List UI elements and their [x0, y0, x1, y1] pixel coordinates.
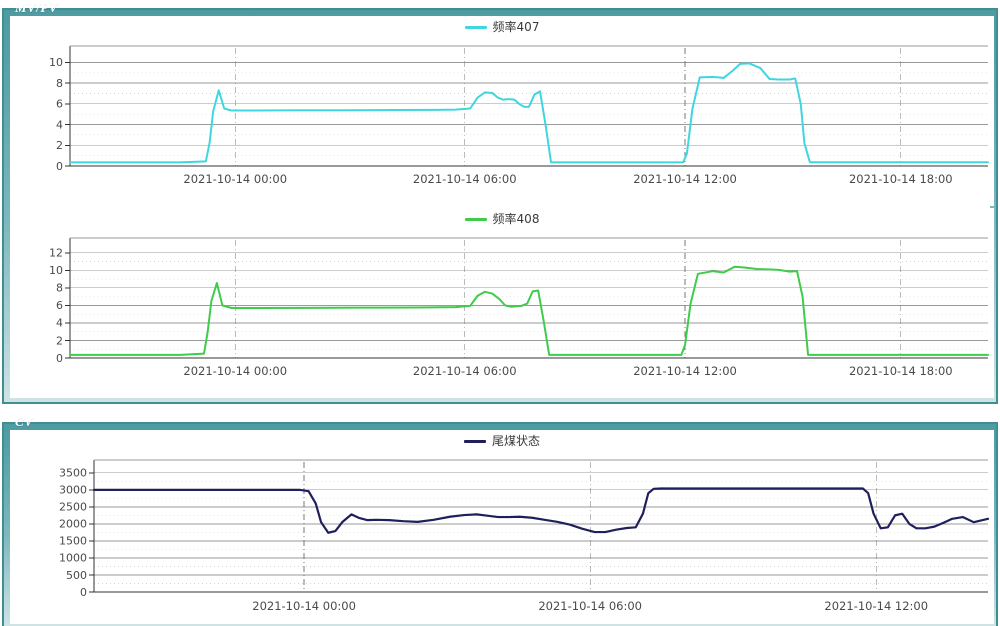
x-axis-tick-label: 2021-10-14 06:00: [413, 364, 517, 378]
plot-area-tailcoal: 0 500 1000 1500 2000 2500 3000 3500 2021-10-14 0…: [10, 430, 994, 624]
plot-area-407: 0 2 4 6 8 10 2021-10-14 00:00 2021-10-14 06:00 2…: [10, 16, 994, 206]
x-axis-tick-label: 2021-10-14 12:00: [633, 364, 737, 378]
x-axis-tick-label: 2021-10-14 00:00: [183, 364, 287, 378]
y-axis-tick-label: 6: [56, 299, 63, 312]
y-axis-tick-label: 12: [49, 247, 63, 260]
x-axis-tick-label: 2021-10-14 06:00: [538, 599, 642, 613]
panel-cv-content: 尾煤状态 0 500 1000 1500 2000 2500 3000 3500 2021-10…: [10, 430, 994, 624]
plot-svg-408: 0 2 4 6 8 10 12 2021-10-14 00:00 2021-10-14 06:0…: [49, 237, 989, 378]
y-axis-tick-label: 4: [56, 317, 63, 330]
y-axis-tick-label: 2: [56, 334, 63, 347]
y-axis-tick-label: 1500: [59, 535, 87, 548]
x-axis-tick-label: 2021-10-14 12:00: [824, 599, 928, 613]
y-axis-tick-label: 0: [56, 352, 63, 365]
y-axis-tick-label: 2000: [59, 518, 87, 531]
x-axis-tick-label: 2021-10-14 06:00: [413, 172, 517, 186]
y-axis-tick-label: 3000: [59, 484, 87, 497]
chart-frequency-408[interactable]: 频率408 0 2 4 6 8 10 12 2021-10-14 00:00 2021-10-1…: [10, 208, 994, 398]
x-axis-tick-label: 2021-10-14 00:00: [183, 172, 287, 186]
panel-cv: CV 尾煤状态 0 500 1000 1500 2000 2500 3000 3500 2021…: [2, 415, 998, 626]
x-axis-tick-label: 2021-10-14 12:00: [633, 172, 737, 186]
chart-tailcoal-status[interactable]: 尾煤状态 0 500 1000 1500 2000 2500 3000 3500 2021-10…: [10, 430, 994, 624]
series-line: [92, 487, 990, 534]
y-axis-tick-label: 10: [49, 56, 63, 69]
y-axis-tick-label: 10: [49, 264, 63, 277]
x-axis-tick-label: 2021-10-14 18:00: [849, 172, 953, 186]
panel-cv-label: CV: [15, 414, 34, 429]
plot-area-408: 0 2 4 6 8 10 12 2021-10-14 00:00 2021-10-14 06:0…: [10, 208, 994, 398]
plot-svg-tailcoal: 0 500 1000 1500 2000 2500 3000 3500 2021-10-14 0…: [59, 459, 990, 613]
y-axis-tick-label: 4: [56, 118, 63, 131]
y-axis-tick-label: 3500: [59, 467, 87, 480]
panel-mv-pv-content: 频率407 0 2 4 6 8 10 2021-10-14 00:00 2021-10-14 …: [10, 16, 994, 398]
panel-mv-pv: MV/PV 频率407 0 2 4 6 8 10 2021-10-14 00:00 2021-…: [2, 1, 998, 404]
y-axis-tick-label: 8: [56, 77, 63, 90]
y-axis-tick-label: 8: [56, 282, 63, 295]
y-axis-tick-label: 1000: [59, 552, 87, 565]
x-axis-tick-label: 2021-10-14 18:00: [849, 364, 953, 378]
series-line: [69, 62, 989, 164]
y-axis-tick-label: 2: [56, 139, 63, 152]
x-axis-tick-label: 2021-10-14 00:00: [252, 599, 356, 613]
y-axis-tick-label: 6: [56, 98, 63, 111]
y-axis-tick-label: 0: [80, 586, 87, 599]
y-axis-tick-label: 0: [56, 160, 63, 173]
panel-mv-pv-label: MV/PV: [15, 0, 58, 15]
plot-svg-407: 0 2 4 6 8 10 2021-10-14 00:00 2021-10-14 06:00 2…: [49, 45, 989, 186]
series-line: [69, 265, 989, 356]
y-axis-tick-label: 2500: [59, 501, 87, 514]
chart-frequency-407[interactable]: 频率407 0 2 4 6 8 10 2021-10-14 00:00 2021-10-14 …: [10, 16, 994, 206]
y-axis-tick-label: 500: [66, 569, 87, 582]
